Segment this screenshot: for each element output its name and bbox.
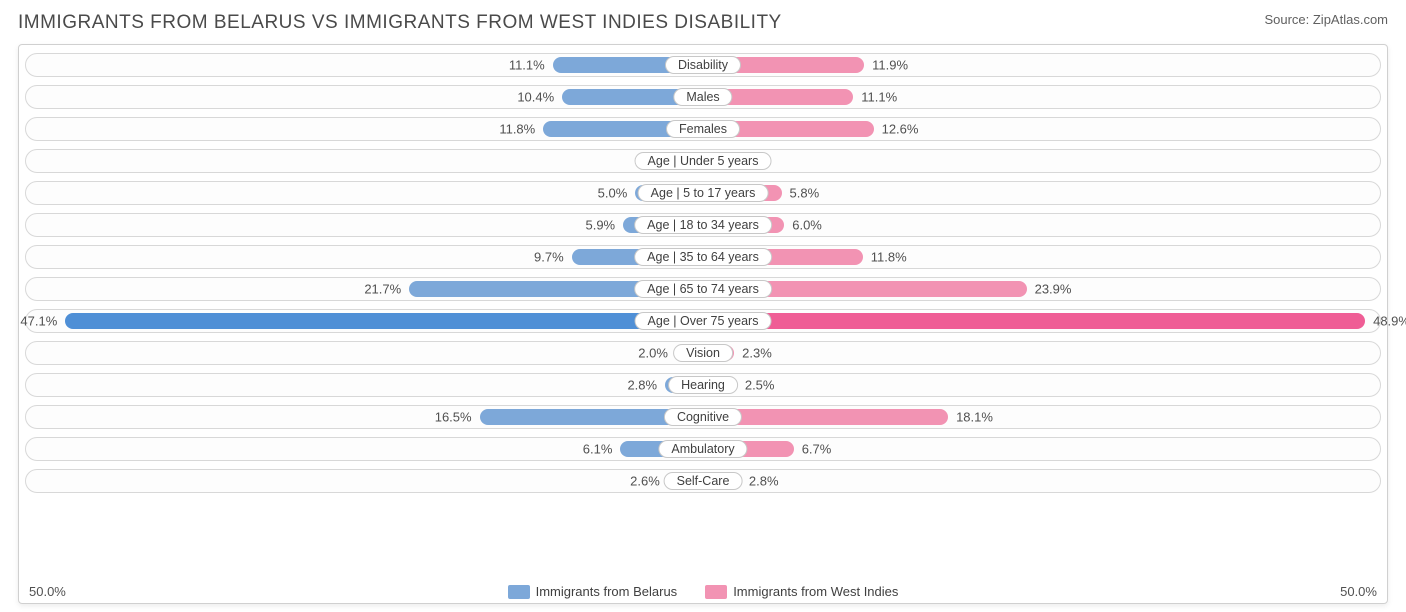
- chart-rows: 11.1% 11.9% Disability 10.4% 11.1% Males 11.8%…: [25, 53, 1381, 578]
- value-label-right: 11.1%: [861, 90, 897, 105]
- legend-swatch-icon: [705, 585, 727, 599]
- value-label-right: 2.5%: [745, 378, 775, 393]
- legend-swatch-icon: [508, 585, 530, 599]
- chart-row: 9.7% 11.8% Age | 35 to 64 years: [25, 245, 1381, 269]
- value-label-right: 2.8%: [749, 474, 779, 489]
- value-label-left: 47.1%: [20, 314, 57, 329]
- value-label-left: 2.8%: [627, 378, 657, 393]
- chart-container: 11.1% 11.9% Disability 10.4% 11.1% Males 11.8%…: [18, 44, 1388, 604]
- value-label-left: 9.7%: [534, 250, 564, 265]
- chart-row: 21.7% 23.9% Age | 65 to 74 years: [25, 277, 1381, 301]
- category-label: Age | 65 to 74 years: [634, 280, 772, 298]
- value-label-right: 48.9%: [1373, 314, 1406, 329]
- chart-row: 16.5% 18.1% Cognitive: [25, 405, 1381, 429]
- value-label-left: 16.5%: [435, 410, 472, 425]
- value-label-right: 12.6%: [882, 122, 919, 137]
- value-label-left: 5.9%: [585, 218, 615, 233]
- value-label-right: 18.1%: [956, 410, 993, 425]
- value-label-right: 5.8%: [790, 186, 820, 201]
- value-label-right: 23.9%: [1035, 282, 1072, 297]
- category-label: Males: [673, 88, 732, 106]
- axis-right-label: 50.0%: [1340, 584, 1377, 599]
- category-label: Self-Care: [664, 472, 743, 490]
- value-label-left: 11.8%: [499, 122, 535, 137]
- category-label: Disability: [665, 56, 741, 74]
- category-label: Hearing: [668, 376, 738, 394]
- category-label: Age | 35 to 64 years: [634, 248, 772, 266]
- value-label-left: 5.0%: [598, 186, 628, 201]
- legend-item-left: Immigrants from Belarus: [508, 584, 678, 599]
- chart-row: 5.0% 5.8% Age | 5 to 17 years: [25, 181, 1381, 205]
- category-label: Ambulatory: [658, 440, 747, 458]
- category-label: Vision: [673, 344, 733, 362]
- chart-row: 6.1% 6.7% Ambulatory: [25, 437, 1381, 461]
- value-label-left: 21.7%: [364, 282, 401, 297]
- category-label: Age | 5 to 17 years: [638, 184, 769, 202]
- category-label: Age | Over 75 years: [635, 312, 772, 330]
- value-label-left: 6.1%: [583, 442, 613, 457]
- chart-row: 1.0%1.2%Age | Under 5 years: [25, 149, 1381, 173]
- value-label-right: 6.0%: [792, 218, 822, 233]
- chart-row: 47.1%48.9%Age | Over 75 years: [25, 309, 1381, 333]
- chart-row: 5.9% 6.0% Age | 18 to 34 years: [25, 213, 1381, 237]
- category-label: Cognitive: [664, 408, 742, 426]
- legend-item-right: Immigrants from West Indies: [705, 584, 898, 599]
- chart-row: 11.1% 11.9% Disability: [25, 53, 1381, 77]
- header: IMMIGRANTS FROM BELARUS VS IMMIGRANTS FR…: [18, 12, 1388, 34]
- category-label: Females: [666, 120, 740, 138]
- bar-right: [703, 313, 1365, 329]
- legend: Immigrants from Belarus Immigrants from …: [508, 584, 899, 599]
- value-label-left: 2.0%: [638, 346, 668, 361]
- chart-row: 2.8% 2.5% Hearing: [25, 373, 1381, 397]
- value-label-right: 2.3%: [742, 346, 772, 361]
- chart-row: 2.6% 2.8% Self-Care: [25, 469, 1381, 493]
- legend-label-right: Immigrants from West Indies: [733, 584, 898, 599]
- chart-row: 10.4% 11.1% Males: [25, 85, 1381, 109]
- category-label: Age | Under 5 years: [635, 152, 772, 170]
- category-label: Age | 18 to 34 years: [634, 216, 772, 234]
- axis-left-label: 50.0%: [29, 584, 66, 599]
- value-label-left: 2.6%: [630, 474, 660, 489]
- bar-left: [65, 313, 703, 329]
- value-label-left: 11.1%: [509, 58, 545, 73]
- value-label-left: 10.4%: [517, 90, 554, 105]
- chart-row: 2.0% 2.3% Vision: [25, 341, 1381, 365]
- chart-title: IMMIGRANTS FROM BELARUS VS IMMIGRANTS FR…: [18, 12, 782, 34]
- chart-row: 11.8% 12.6% Females: [25, 117, 1381, 141]
- value-label-right: 11.8%: [871, 250, 907, 265]
- value-label-right: 6.7%: [802, 442, 832, 457]
- source-attribution: Source: ZipAtlas.com: [1264, 12, 1388, 27]
- legend-label-left: Immigrants from Belarus: [536, 584, 678, 599]
- chart-footer: 50.0% Immigrants from Belarus Immigrants…: [25, 578, 1381, 601]
- value-label-right: 11.9%: [872, 58, 908, 73]
